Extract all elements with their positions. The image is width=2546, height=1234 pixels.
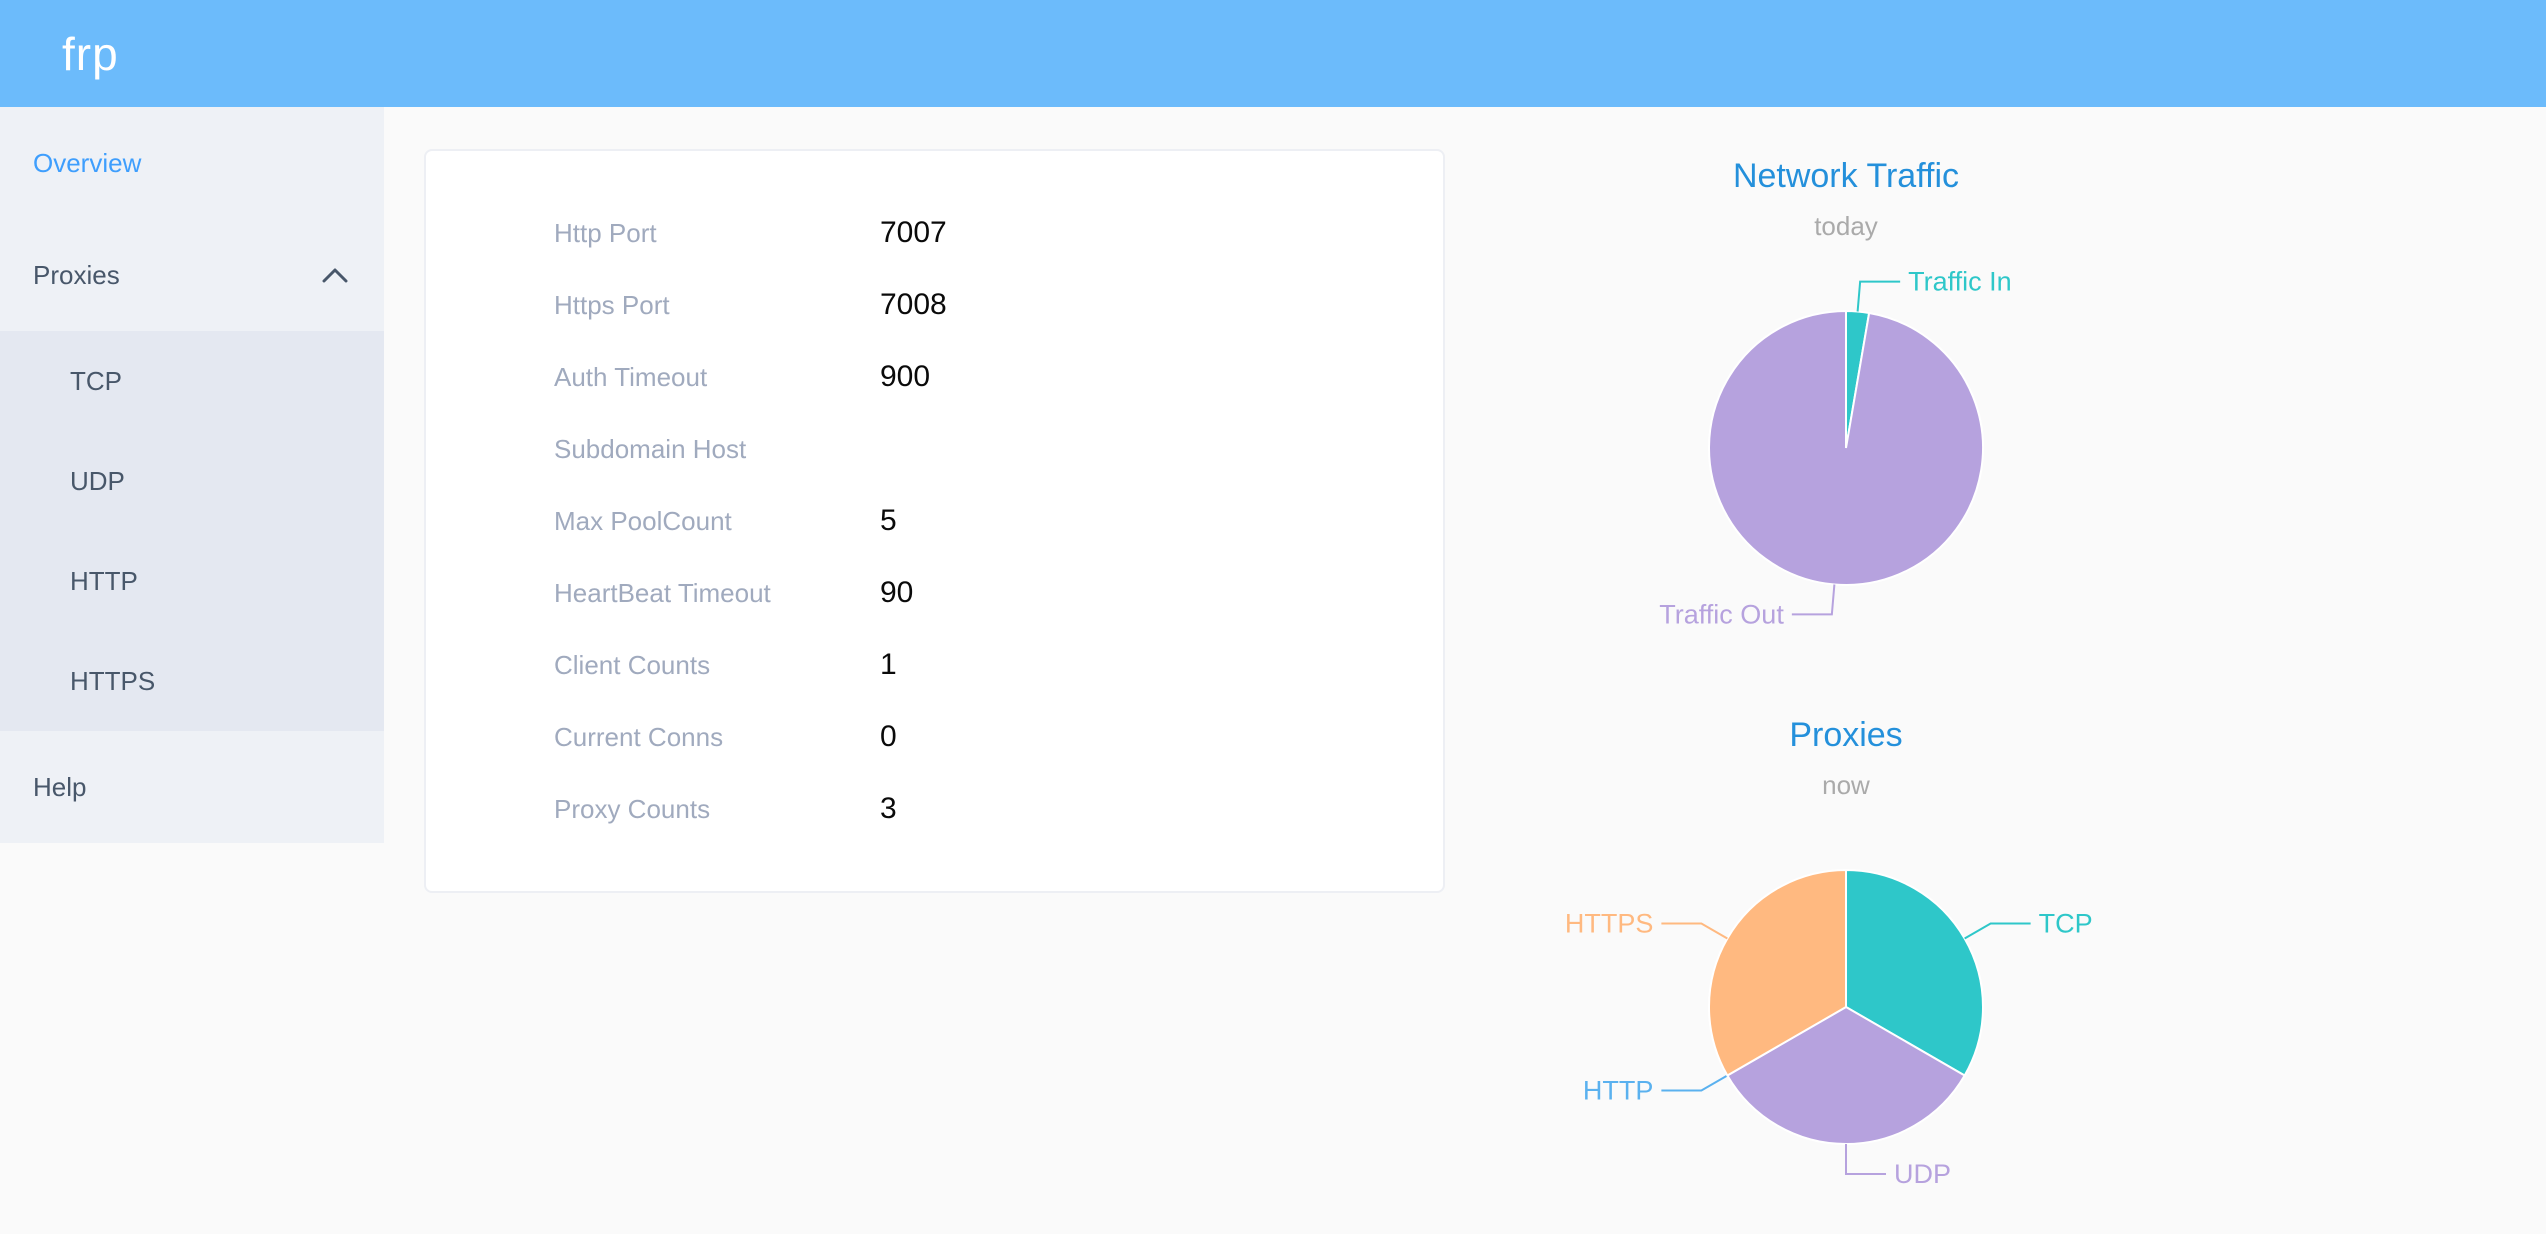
pie-label-line-tcp [1964,922,2031,940]
network-traffic-chart-subtitle: today [1814,211,1878,241]
row-label: Max PoolCount [554,505,732,536]
row-value: 0 [880,720,897,753]
sidebar-item-help[interactable]: Help [0,731,384,843]
pie-slice-traffic-out[interactable] [1708,309,1984,586]
row-value: 90 [880,576,914,609]
row-value: 3 [880,792,897,825]
pie-label-line-https [1661,922,1728,940]
sidebar-item-https[interactable]: HTTPS [0,631,384,731]
sidebar-item-udp-label: UDP [70,465,125,496]
sidebar-item-udp[interactable]: UDP [0,431,384,531]
table-row: Proxy Counts 3 [426,773,1443,845]
sidebar-item-tcp-label: TCP [70,365,122,396]
sidebar-item-overview-label: Overview [33,147,142,178]
row-label: Client Counts [554,649,711,680]
sidebar-item-proxies[interactable]: Proxies [0,219,384,331]
pie-label-tcp: TCP [2039,909,2093,939]
proxies-chart-subtitle: now [1822,770,1870,800]
pie-label-traffic-out: Traffic Out [1659,599,1784,629]
table-row: Https Port 7008 [426,269,1443,341]
table-row: Auth Timeout 900 [426,341,1443,413]
chevron-up-icon[interactable] [322,267,348,284]
sidebar-item-overview[interactable]: Overview [0,107,384,219]
pie-label-line-traffic-out [1791,584,1836,616]
sidebar: Overview Proxies TCP UDP HTTP HTTPS Help [0,107,384,843]
table-row: Client Counts 1 [426,629,1443,701]
proxies-chart-title: Proxies [1789,716,1903,754]
server-info-card: Http Port 7007 Https Port 7008 Auth Time… [424,149,1445,893]
network-traffic-chart-title: Network Traffic [1732,157,1960,195]
table-row: HeartBeat Timeout 90 [426,557,1443,629]
row-value: 5 [880,504,897,537]
network-traffic-pie: Traffic In Traffic Out [1659,267,2011,630]
pie-label-traffic-in: Traffic In [1908,267,2012,297]
row-label: Http Port [554,217,657,248]
proxies-submenu: TCP UDP HTTP HTTPS [0,331,384,731]
row-label: Proxy Counts [554,793,711,824]
sidebar-item-proxies-label: Proxies [33,259,120,290]
row-label: HeartBeat Timeout [554,577,771,608]
row-value: 900 [880,360,931,393]
row-value: 1 [880,648,897,681]
table-row: Http Port 7007 [426,197,1443,269]
row-label: Subdomain Host [554,433,747,464]
sidebar-item-http-label: HTTP [70,565,138,596]
app-header: frp [0,0,2546,107]
app-logo: frp [62,27,119,80]
sidebar-item-https-label: HTTPS [70,665,156,696]
pie-label-line-traffic-in [1856,280,1901,312]
row-value: 7007 [880,216,947,249]
row-label: Current Conns [554,721,724,752]
table-row: Current Conns 0 [426,701,1443,773]
row-value: 7008 [880,288,947,321]
sidebar-item-tcp[interactable]: TCP [0,331,384,431]
pie-label-http: HTTP [1583,1076,1654,1106]
sidebar-item-help-label: Help [33,771,87,802]
proxies-pie: TCP UDP HTTP HTTPS [1565,868,2093,1189]
table-row: Max PoolCount 5 [426,485,1443,557]
row-label: Https Port [554,289,670,320]
row-label: Auth Timeout [554,361,708,392]
table-row: Subdomain Host [426,413,1443,485]
pie-label-line-http [1661,1074,1728,1092]
sidebar-item-http[interactable]: HTTP [0,531,384,631]
pie-label-udp: UDP [1894,1159,1951,1189]
pie-label-https: HTTPS [1565,909,1654,939]
pie-label-line-udp [1845,1144,1886,1175]
